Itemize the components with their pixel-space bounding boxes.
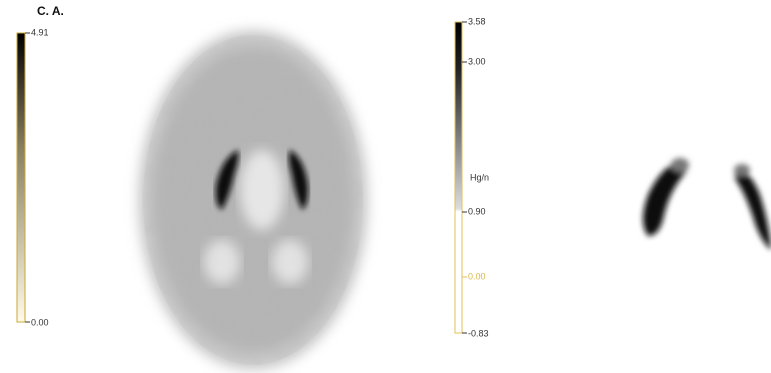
panel-label: C. A. [37, 4, 64, 18]
colorbar-tick: 3.00 [468, 56, 486, 66]
screenshot: C. A. 4.91 0.00 3.58 3.00 Hg/n 0.90 0.00… [0, 0, 771, 373]
colorbar-tick: 4.91 [31, 27, 49, 37]
colorbar [455, 22, 462, 333]
colorbar-tick: 0.90 [468, 206, 486, 216]
striatum-image [643, 158, 771, 250]
colorbar-unit: Hg/n [470, 172, 489, 182]
colorbar-tick: -0.83 [468, 328, 489, 338]
pet-image [130, 25, 380, 373]
colorbar-tick: 0.00 [31, 317, 49, 327]
colorbar [17, 33, 25, 322]
colorbar-tick: 0.00 [468, 271, 486, 281]
colorbar-tick: 3.58 [468, 16, 486, 26]
